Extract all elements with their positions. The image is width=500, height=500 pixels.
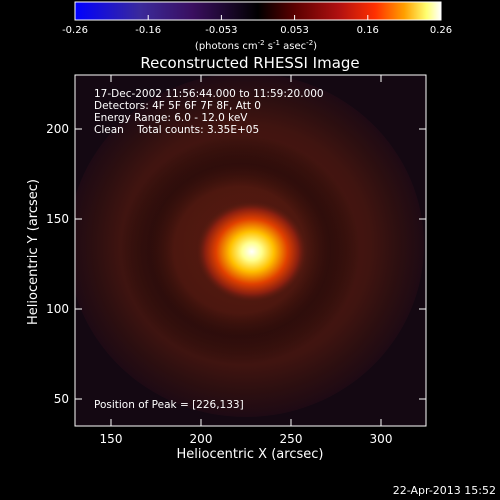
colorbar bbox=[74, 1, 442, 21]
colorbar-tick-label-2: -0.053 bbox=[205, 25, 237, 36]
annotation-clean: Clean Total counts: 3.35E+05 bbox=[94, 124, 259, 136]
x-axis-title: Heliocentric X (arcsec) bbox=[177, 447, 324, 462]
y-axis-ticks: 50 100 150 200 bbox=[46, 122, 426, 406]
y-axis-title: Heliocentric Y (arcsec) bbox=[26, 179, 41, 325]
plot-frame bbox=[74, 74, 427, 427]
colorbar-tick-label-5: 0.26 bbox=[430, 25, 452, 36]
colorbar-unit: (photons cm-2 s-1 asec-2) bbox=[195, 39, 317, 52]
x-tick-label-0: 150 bbox=[100, 432, 123, 446]
y-tick-label-3: 200 bbox=[46, 122, 69, 136]
colorbar-tick-label-4: 0.16 bbox=[357, 25, 379, 36]
annotation-detectors: Detectors: 4F 5F 6F 7F 8F, Att 0 bbox=[94, 100, 261, 112]
peak-position-label: Position of Peak = [226,133] bbox=[94, 399, 244, 411]
colorbar-tick-label-1: -0.16 bbox=[135, 25, 161, 36]
heatmap-image bbox=[75, 75, 426, 426]
y-tick-label-0: 50 bbox=[54, 392, 69, 406]
y-tick-label-1: 100 bbox=[46, 302, 69, 316]
heatmap-peak bbox=[196, 201, 307, 302]
annotation-time: 17-Dec-2002 11:56:44.000 to 11:59:20.000 bbox=[94, 88, 324, 100]
chart-title: Reconstructed RHESSI Image bbox=[140, 54, 359, 72]
x-tick-label-3: 300 bbox=[370, 432, 393, 446]
annotation-energy: Energy Range: 6.0 - 12.0 keV bbox=[94, 112, 248, 124]
colorbar-tick-label-3: 0.053 bbox=[280, 25, 309, 36]
y-tick-label-2: 150 bbox=[46, 212, 69, 226]
footer-timestamp: 22-Apr-2013 15:52 bbox=[393, 484, 496, 497]
colorbar-tick-label-0: -0.26 bbox=[62, 25, 88, 36]
colorbar-ticks: -0.26 -0.16 -0.053 0.053 0.16 0.26 bbox=[62, 15, 452, 36]
x-tick-label-1: 200 bbox=[190, 432, 213, 446]
x-tick-label-2: 250 bbox=[280, 432, 303, 446]
x-axis-ticks: 150 200 250 300 bbox=[100, 75, 393, 446]
